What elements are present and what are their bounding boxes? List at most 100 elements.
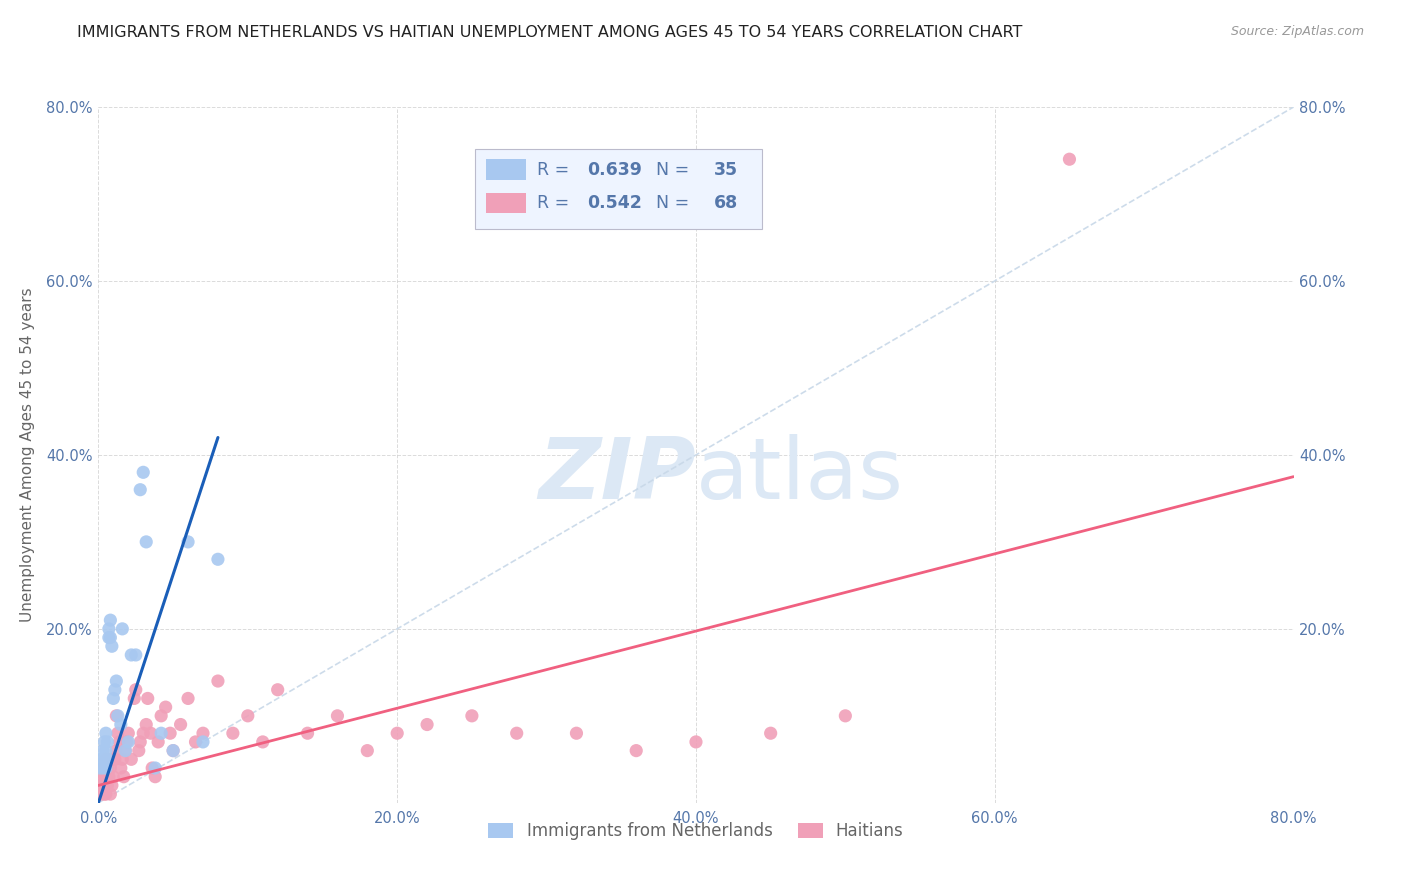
Point [94,761,117,775]
Point [141,761,163,775]
Point [1059,152,1081,166]
Point [110,761,132,775]
Point [148,735,170,749]
Point [97,631,120,645]
Point [125,648,148,662]
Point [120,752,142,766]
Point [93,770,115,784]
Point [98,631,122,645]
Point [89,778,111,793]
Point [252,735,274,749]
Text: Source: ZipAtlas.com: Source: ZipAtlas.com [1230,25,1364,38]
Point [91,761,114,775]
Point [177,534,200,549]
Point [236,708,259,723]
Point [177,691,200,706]
Text: R =: R = [537,161,575,178]
Text: IMMIGRANTS FROM NETHERLANDS VS HAITIAN UNEMPLOYMENT AMONG AGES 45 TO 54 YEARS CO: IMMIGRANTS FROM NETHERLANDS VS HAITIAN U… [77,25,1022,40]
Point [97,752,120,766]
Point [111,752,134,766]
Text: ZIP: ZIP [538,434,696,517]
Point [626,744,648,758]
Point [107,708,129,723]
Point [685,735,707,749]
Point [416,717,439,731]
Point [143,761,166,775]
Point [110,717,132,731]
Point [103,691,125,706]
Point [135,717,157,731]
Point [326,708,349,723]
Point [506,726,529,740]
Point [191,726,214,740]
Point [222,726,245,740]
Point [94,726,117,740]
Point [105,744,128,758]
Point [93,752,115,766]
FancyBboxPatch shape [485,193,526,213]
Point [94,770,117,784]
Point [125,682,148,697]
Point [94,787,117,801]
Point [124,691,146,706]
Point [101,639,124,653]
Y-axis label: Unemployment Among Ages 45 to 54 years: Unemployment Among Ages 45 to 54 years [20,287,35,623]
Point [94,744,117,758]
Point [759,726,782,740]
Point [93,735,115,749]
Text: R =: R = [537,194,575,212]
Text: N =: N = [644,161,695,178]
Point [120,648,142,662]
Point [162,744,184,758]
Point [112,770,135,784]
Point [565,726,588,740]
Point [128,744,150,758]
Point [129,483,152,497]
Point [132,726,155,740]
Text: N =: N = [644,194,695,212]
Text: 35: 35 [714,161,738,178]
Text: atlas: atlas [696,434,904,517]
Point [159,726,181,740]
Point [207,552,229,566]
Point [162,744,184,758]
Point [150,708,173,723]
Point [111,622,134,636]
Point [267,682,290,697]
Point [385,726,409,740]
Point [104,752,127,766]
Point [90,770,112,784]
Point [207,674,229,689]
Point [297,726,319,740]
Point [96,761,118,775]
Point [93,787,115,801]
Point [91,778,114,793]
Point [136,691,159,706]
Point [96,752,118,766]
Point [98,613,122,627]
Point [94,752,117,766]
Point [129,735,152,749]
Point [98,761,122,775]
Point [105,674,128,689]
Point [169,717,191,731]
Point [90,787,112,801]
Point [105,708,128,723]
Point [91,744,114,758]
Point [135,534,157,549]
Point [143,770,166,784]
Point [108,735,131,749]
Point [139,726,162,740]
Point [150,726,173,740]
Point [184,735,207,749]
Point [461,708,484,723]
Point [155,700,177,714]
Point [97,770,120,784]
Point [356,744,378,758]
FancyBboxPatch shape [485,159,526,180]
Point [89,761,111,775]
Point [117,735,139,749]
Legend: Immigrants from Netherlands, Haitians: Immigrants from Netherlands, Haitians [482,815,910,847]
Point [834,708,856,723]
Point [107,726,129,740]
